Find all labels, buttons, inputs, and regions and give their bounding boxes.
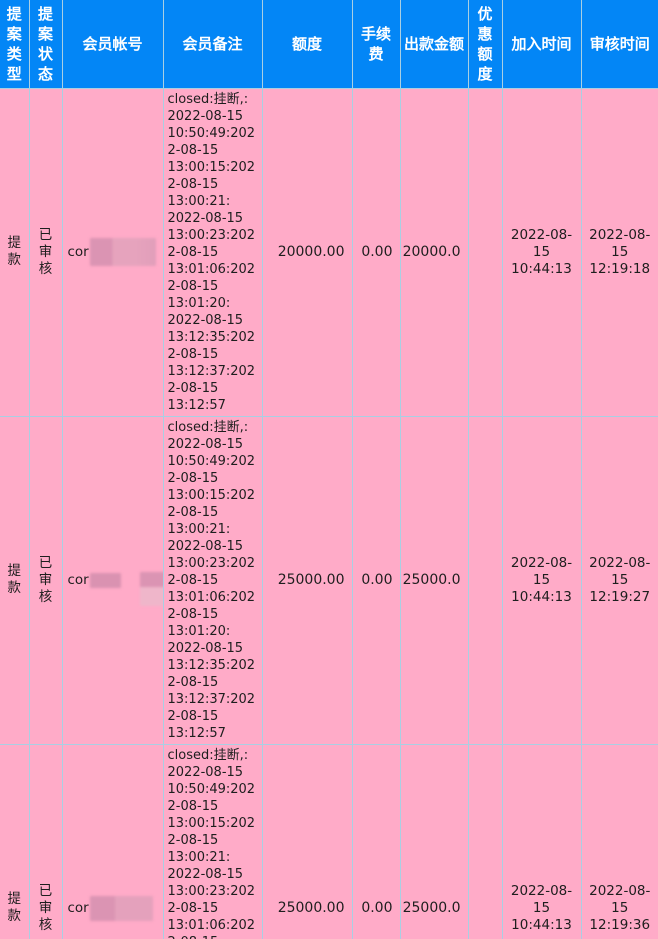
cell-amount: 20000.00 (261, 87, 353, 417)
column-header-review-time: 审核时间 (580, 0, 658, 89)
column-header-remark: 会员备注 (162, 0, 263, 89)
table-header: 提案类型 提案状态 会员帐号 会员备注 额度 手续费 出款金额 优惠额度 加入时… (0, 0, 658, 89)
cell-payout: 20000.0 (399, 87, 469, 417)
redaction-blur (89, 238, 156, 266)
cell-discount (467, 415, 503, 745)
table-row: 提款 已审核 cor closed:挂断,: 2022-08-15 10:50:… (0, 415, 658, 745)
cell-account: cor (61, 743, 164, 939)
cell-review-time: 2022-08-15 12:19:18 (580, 87, 658, 417)
column-header-account: 会员帐号 (61, 0, 164, 89)
cell-review-time: 2022-08-15 12:19:36 (580, 743, 658, 939)
column-header-status: 提案状态 (28, 0, 63, 89)
column-header-discount: 优惠额度 (467, 0, 503, 89)
cell-fee: 0.00 (351, 743, 401, 939)
cell-type: 提款 (0, 415, 30, 745)
cell-status: 已审核 (28, 743, 63, 939)
cell-join-time: 2022-08-15 10:44:13 (501, 415, 582, 745)
column-header-amount: 额度 (261, 0, 353, 89)
cell-type: 提款 (0, 743, 30, 939)
redaction-blur (139, 572, 162, 606)
cell-join-time: 2022-08-15 10:44:13 (501, 87, 582, 417)
column-header-payout: 出款金额 (399, 0, 469, 89)
account-text: cor (67, 243, 89, 260)
table-row: 提款 已审核 cor closed:挂断,: 2022-08-15 10:50:… (0, 87, 658, 417)
table-row: 提款 已审核 cor closed:挂断,: 2022-08-15 10:50:… (0, 743, 658, 939)
cell-fee: 0.00 (351, 415, 401, 745)
cell-payout: 25000.0 (399, 415, 469, 745)
cell-account: cor (61, 87, 164, 417)
cell-type: 提款 (0, 87, 30, 417)
cell-payout: 25000.0 (399, 743, 469, 939)
cell-discount (467, 87, 503, 417)
cell-fee: 0.00 (351, 87, 401, 417)
cell-remark: closed:挂断,: 2022-08-15 10:50:49:2022-08-… (162, 87, 263, 417)
cell-remark: closed:挂断,: 2022-08-15 10:50:49:2022-08-… (162, 743, 263, 939)
cell-amount: 25000.00 (261, 743, 353, 939)
redaction-blur (89, 572, 121, 588)
cell-review-time: 2022-08-15 12:19:27 (580, 415, 658, 745)
redaction-blur (89, 895, 153, 921)
column-header-type: 提案类型 (0, 0, 30, 89)
cell-join-time: 2022-08-15 10:44:13 (501, 743, 582, 939)
column-header-join-time: 加入时间 (501, 0, 582, 89)
cell-status: 已审核 (28, 415, 63, 745)
account-text: cor (67, 571, 89, 588)
cell-status: 已审核 (28, 87, 63, 417)
cell-account: cor (61, 415, 164, 745)
cell-discount (467, 743, 503, 939)
account-text: cor (67, 899, 89, 916)
cell-remark: closed:挂断,: 2022-08-15 10:50:49:2022-08-… (162, 415, 263, 745)
cell-amount: 25000.00 (261, 415, 353, 745)
column-header-fee: 手续费 (351, 0, 401, 89)
